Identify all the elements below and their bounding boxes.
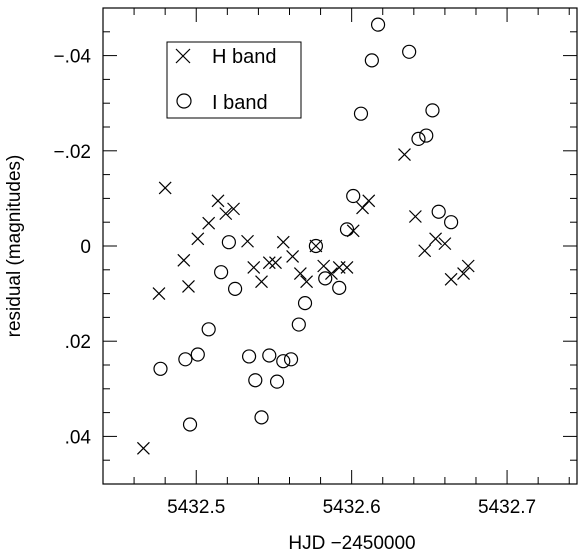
h-band-point <box>219 207 233 221</box>
h-band-point <box>247 260 261 274</box>
h-band-point <box>300 275 314 289</box>
h-band-point <box>262 256 276 270</box>
i-band-point <box>297 296 313 311</box>
x-tick-label: 5432.5 <box>167 497 225 518</box>
legend: H band I band <box>166 41 302 119</box>
h-band-point <box>293 267 307 281</box>
legend-h-band-label: H band <box>212 46 277 68</box>
i-band-point <box>153 361 168 376</box>
h-band-point <box>182 280 195 293</box>
series-i-band <box>153 17 459 432</box>
x-tick-label: 5432.7 <box>478 497 536 518</box>
i-band-point <box>346 188 361 204</box>
i-band-point <box>254 410 269 425</box>
h-band-point <box>286 250 300 263</box>
i-band-point <box>402 44 417 59</box>
h-band-point <box>356 201 369 215</box>
h-band-point <box>152 287 166 301</box>
y-axis-label: residual (magnitudes) <box>4 155 25 338</box>
h-band-point <box>325 267 338 281</box>
h-band-point <box>227 202 240 216</box>
h-band-point <box>362 194 376 208</box>
h-band-point <box>408 210 422 223</box>
h-band-point <box>202 216 216 230</box>
i-band-point <box>178 352 193 367</box>
i-band-point <box>353 106 369 121</box>
h-band-point <box>457 267 470 281</box>
x-axis-tick-labels: 5432.5 5432.6 5432.7 <box>167 497 536 518</box>
i-band-point <box>425 103 440 118</box>
i-band-point <box>276 354 291 369</box>
y-tick-label: −.04 <box>53 47 91 68</box>
h-band-point <box>398 148 411 162</box>
h-band-point <box>136 441 150 455</box>
h-band-point <box>158 181 172 195</box>
h-band-point <box>429 232 443 246</box>
i-band-point <box>419 128 434 143</box>
i-band-point <box>431 204 446 219</box>
i-band-point <box>227 281 243 296</box>
i-band-point <box>283 352 299 367</box>
series-h-band <box>136 148 475 455</box>
y-tick-label: .02 <box>65 332 91 353</box>
i-band-point <box>241 349 257 364</box>
h-band-point <box>340 260 354 274</box>
i-band-point <box>269 374 285 389</box>
i-band-point <box>262 348 277 363</box>
i-band-point <box>291 317 306 332</box>
i-band-point <box>182 417 198 432</box>
y-tick-label: −.02 <box>53 142 91 163</box>
legend-h-band-marker <box>175 48 191 64</box>
i-band-point <box>364 53 379 68</box>
h-band-point <box>269 256 282 270</box>
h-band-point <box>309 239 323 253</box>
i-band-point <box>248 373 263 388</box>
i-band-point <box>201 322 216 337</box>
h-band-point <box>255 275 268 289</box>
h-band-point <box>418 244 432 258</box>
i-band-point <box>190 347 205 362</box>
legend-i-band-label: I band <box>212 92 268 114</box>
x-tick-label: 5432.6 <box>323 497 381 518</box>
legend-i-band-marker <box>176 93 192 109</box>
i-band-point <box>339 222 355 237</box>
y-tick-label: 0 <box>80 237 91 258</box>
i-band-point <box>370 17 386 32</box>
h-band-point <box>276 235 290 249</box>
i-band-point <box>318 271 333 286</box>
i-band-point <box>411 131 426 146</box>
i-band-point <box>221 235 236 250</box>
h-band-point <box>241 234 254 248</box>
i-band-point <box>444 215 459 230</box>
axis-ticks <box>102 7 577 485</box>
h-band-point <box>211 194 225 208</box>
h-band-point <box>438 237 452 251</box>
h-band-point <box>191 232 205 246</box>
x-axis-label: HJD −2450000 <box>288 533 415 554</box>
h-band-point <box>461 259 475 273</box>
h-band-point <box>177 253 191 267</box>
y-axis-tick-labels: −.04 −.02 0 .02 .04 <box>53 47 91 449</box>
i-band-point <box>214 265 229 280</box>
i-band-point <box>332 280 347 295</box>
h-band-point <box>444 272 458 286</box>
i-band-point <box>308 238 324 254</box>
y-tick-label: .04 <box>65 427 92 448</box>
